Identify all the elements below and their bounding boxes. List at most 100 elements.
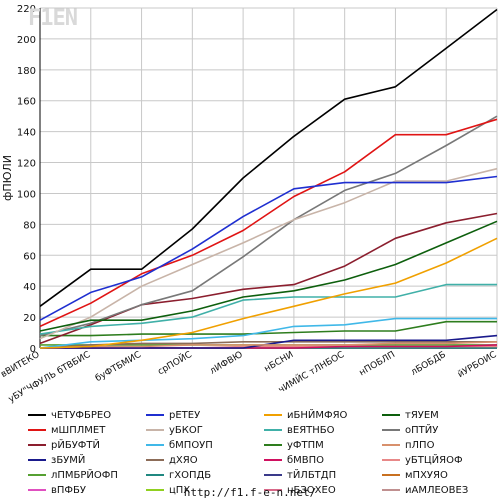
legend-item: гХОПДБ (146, 468, 262, 482)
legend-label: вПФБУ (51, 484, 86, 496)
y-tick-label: 180 (17, 66, 36, 77)
legend-item: бМПОУП (146, 438, 262, 452)
legend-label: цПХ (169, 484, 191, 496)
series-line-0 (39, 8, 498, 307)
series-layer (39, 8, 498, 349)
legend-swatch (146, 429, 164, 431)
legend-item: оПТЙУ (382, 423, 498, 437)
y-tick-label: 80 (23, 220, 36, 231)
legend-label: вЕЯТНБО (287, 424, 335, 436)
y-tick-label: 140 (17, 128, 36, 139)
series-line-10 (40, 320, 497, 337)
legend-label: гХОПДБ (169, 469, 212, 481)
legend-label: оПТЙУ (405, 424, 439, 436)
legend-swatch (146, 489, 164, 491)
y-tick-label: 40 (23, 282, 36, 293)
legend-swatch (382, 474, 400, 476)
x-tick-label: буФТБМИС (94, 350, 143, 384)
legend-item: уБКОГ (146, 423, 262, 437)
series-line-5 (39, 167, 498, 340)
legend-label: мШПЛМЕТ (51, 424, 106, 436)
x-tick-label: вВИТЕКО (0, 350, 42, 380)
legend-label: мПХУЯО (405, 469, 448, 481)
legend-label: дХЯО (169, 454, 198, 466)
legend-label: уБКОГ (169, 424, 203, 436)
legend-label: бМПОУП (169, 439, 213, 451)
legend-label: уФТПМ (287, 439, 324, 451)
legend-swatch (28, 444, 46, 446)
legend-item: лПМБРЙОФП (28, 468, 144, 482)
legend-swatch (264, 444, 282, 446)
legend-label: рЕТЕУ (169, 409, 201, 421)
legend-swatch (28, 474, 46, 476)
legend-item: зБУМЙ (28, 453, 144, 467)
series-line-1 (39, 175, 498, 321)
legend-swatch (146, 474, 164, 476)
legend-swatch (382, 429, 400, 431)
legend-item: тЯУЕМ (382, 408, 498, 422)
legend-item: цПХ (146, 483, 262, 497)
y-tick-label: 220 (17, 4, 36, 15)
legend-item: дХЯО (146, 453, 262, 467)
x-tick-label: нБСНИ (263, 350, 296, 375)
legend-item: мПХУЯО (382, 468, 498, 482)
y-tick-label: 120 (17, 159, 36, 170)
legend-label: чЕТУФБРЕО (51, 409, 112, 421)
legend-item: пЛПО (382, 438, 498, 452)
legend-label: уБТЦЙЯОФ (405, 454, 463, 466)
legend-swatch (382, 459, 400, 461)
y-tick-label: 0 (30, 344, 36, 355)
legend-swatch (28, 414, 46, 416)
series-line-11 (39, 341, 498, 349)
x-tick-label: срПОЙС (155, 348, 194, 377)
legend-item: чЕТУФБРЕО (28, 408, 144, 422)
f1en-logo: F1EN (28, 6, 98, 34)
legend-item: вЕЯТНБО (264, 423, 380, 437)
legend-item: уФТПМ (264, 438, 380, 452)
legend-item: рЕТЕУ (146, 408, 262, 422)
legend-item: тЙЛБТДП (264, 468, 380, 482)
legend-swatch (146, 414, 164, 416)
legend-item: мШПЛМЕТ (28, 423, 144, 437)
series-line-2 (39, 237, 498, 349)
series-line-7 (39, 115, 498, 337)
legend-item: иАМЛЕОВЕЗ (382, 483, 498, 497)
series-line-9 (39, 317, 497, 349)
legend-swatch (28, 429, 46, 431)
legend-swatch (382, 489, 400, 491)
legend-swatch (146, 444, 164, 446)
y-axis-label: фПЮЛИ (1, 155, 14, 201)
legend-swatch (382, 414, 400, 416)
axis-layer (39, 8, 497, 349)
logo-text: F1EN (28, 6, 78, 31)
legend-swatch (146, 459, 164, 461)
x-tick-label: уБУ"ЧФУЛЬ бТВБИС (7, 350, 92, 405)
legend-label: иБНЙМФЯО (287, 409, 348, 421)
x-tick-label: лБОБДБ (409, 350, 447, 378)
legend-label: тЙЛБТДП (287, 469, 337, 481)
legend-item: бМВПО (264, 453, 380, 467)
series-line-3 (39, 220, 498, 332)
series-line-6 (39, 283, 497, 335)
footer-url[interactable]: http://f1.f-e-n.net/ (183, 486, 317, 499)
legend-item: вПФБУ (28, 483, 144, 497)
y-tick-label: 60 (23, 251, 36, 262)
legend-label: иАМЛЕОВЕЗ (405, 484, 469, 496)
legend-item: нБЗОХЕО (264, 483, 380, 497)
x-tick-label: йУРБОИС (456, 350, 498, 380)
legend-swatch (264, 489, 282, 491)
legend-item: рЙБУФТЙ (28, 438, 144, 452)
y-tick-label: 160 (17, 97, 36, 108)
legend-swatch (264, 459, 282, 461)
legend-swatch (264, 414, 282, 416)
legend-label: зБУМЙ (51, 454, 86, 466)
y-tick-label: 200 (17, 35, 36, 46)
legend-swatch (28, 489, 46, 491)
legend-label: бМВПО (287, 454, 325, 466)
x-tick-label: нПОБЛП (358, 350, 397, 378)
y-tick-label: 20 (23, 313, 36, 324)
legend-swatch (264, 474, 282, 476)
legend-swatch (382, 444, 400, 446)
legend-item: иБНЙМФЯО (264, 408, 380, 422)
